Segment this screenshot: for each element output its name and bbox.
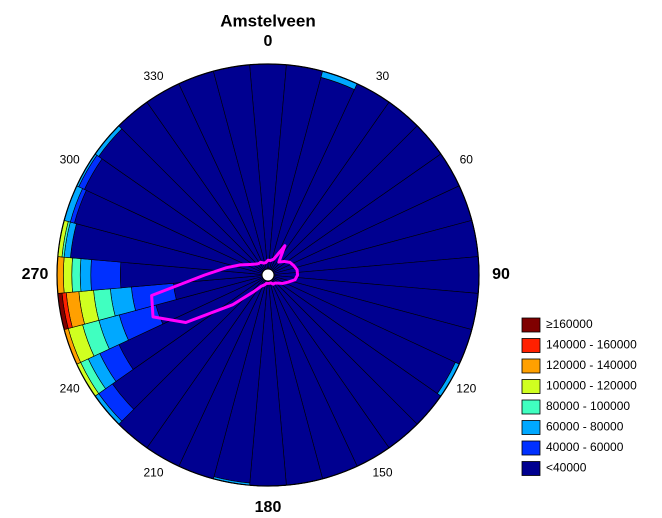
theta-tick-label: 300 [60, 153, 80, 167]
legend-label: 40000 - 60000 [546, 440, 624, 454]
theta-tick-label: 60 [460, 153, 474, 167]
legend-label: 100000 - 120000 [546, 379, 637, 393]
legend-label: 60000 - 80000 [546, 420, 624, 434]
theta-tick-label: 30 [376, 69, 390, 83]
legend-label: 140000 - 160000 [546, 338, 637, 352]
legend-swatch [521, 317, 541, 333]
sector-segment [90, 259, 122, 291]
legend-swatch [521, 399, 541, 415]
theta-tick-label: 330 [143, 69, 163, 83]
legend-swatch [521, 358, 541, 374]
outline [150, 244, 300, 324]
theta-tick-label: 210 [143, 465, 163, 479]
theta-tick-label: 0 [264, 33, 273, 50]
sector-segment [56, 256, 65, 294]
theta-tick-label: 240 [60, 382, 80, 396]
sector-segment [71, 257, 82, 293]
legend-label: <40000 [546, 461, 587, 475]
outer-ring [56, 63, 480, 487]
sector-segment [79, 258, 92, 292]
theta-tick-label: 180 [255, 499, 282, 516]
theta-tick-label: 120 [456, 382, 476, 396]
legend-label: 120000 - 140000 [546, 358, 637, 372]
legend-swatch [521, 420, 541, 435]
legend-swatch [521, 440, 541, 456]
theta-tick-label: 150 [372, 465, 392, 479]
center-dot [261, 268, 275, 282]
theta-tick-label: 270 [22, 266, 49, 283]
legend-label: 80000 - 100000 [546, 399, 630, 413]
legend-swatch [521, 338, 541, 353]
theta-tick-label: 90 [492, 266, 510, 283]
sector-segment [63, 256, 73, 294]
legend-label: ≥160000 [546, 317, 593, 331]
legend-swatch [521, 379, 541, 394]
chart-title: Amstelveen [220, 11, 315, 30]
legend-swatch [521, 461, 541, 476]
